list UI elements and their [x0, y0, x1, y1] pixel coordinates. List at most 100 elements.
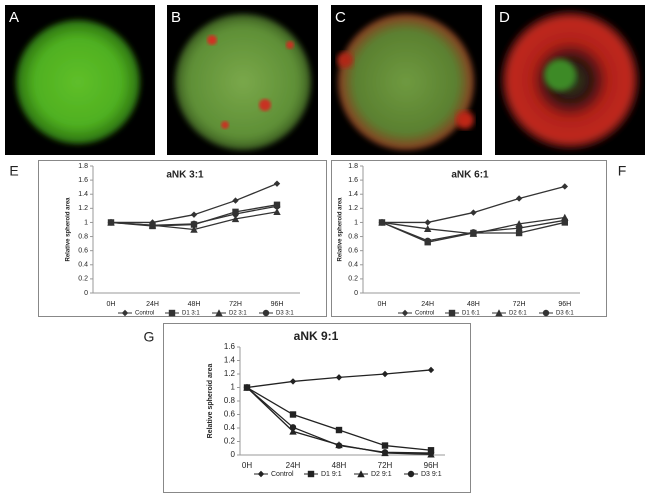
legend-marker: [448, 309, 456, 317]
legend-label: D1 9:1: [321, 471, 342, 478]
legend-marker: [357, 470, 365, 478]
marker: [289, 411, 297, 418]
marker: [470, 209, 477, 216]
y-tick-label: 1.6: [78, 177, 88, 184]
marker: [561, 183, 568, 190]
legend-label: Control: [415, 311, 434, 317]
x-tick-label: 24H: [286, 461, 301, 470]
y-tick-label: 0: [354, 290, 358, 297]
cell: [259, 99, 271, 111]
series-line: [246, 386, 432, 451]
x-tick-label: 96H: [558, 301, 571, 308]
legend-label: Control: [271, 471, 294, 478]
y-tick-label: 1: [354, 219, 358, 226]
cell: [337, 52, 353, 68]
micrographs: [5, 5, 645, 155]
marker: [381, 449, 389, 456]
y-tick-label: 1.6: [224, 342, 236, 351]
marker: [190, 225, 198, 233]
marker: [232, 197, 239, 204]
marker: [289, 427, 297, 435]
y-tick-label: 1.4: [78, 191, 88, 198]
panel-label: D: [499, 9, 510, 26]
legend-marker: [495, 309, 503, 317]
marker: [424, 225, 432, 232]
y-axis-label: Relative spheroid area: [207, 364, 214, 439]
legend-label: D1 3:1: [182, 311, 200, 317]
marker: [424, 219, 431, 226]
y-tick-label: 1: [84, 219, 88, 226]
marker: [273, 180, 281, 187]
legend-marker: [542, 309, 550, 317]
marker: [335, 374, 343, 381]
x-tick-label: 72H: [229, 301, 242, 308]
frame-g: [163, 323, 471, 493]
chart-frames: [38, 160, 607, 493]
marker: [289, 424, 297, 431]
marker: [427, 449, 435, 457]
marker: [515, 220, 523, 228]
spheroid: [16, 20, 140, 144]
cell: [456, 111, 474, 129]
legend-marker: [407, 470, 415, 478]
y-tick-label: 1.4: [224, 356, 236, 365]
y-tick-label: 0.2: [78, 276, 88, 283]
y-axis-label: Relative spheroid area: [338, 197, 344, 262]
marker: [470, 229, 477, 236]
marker: [515, 195, 523, 202]
y-tick-label: 0.8: [224, 396, 236, 405]
x-tick-label: 96H: [271, 301, 284, 308]
panel-label: F: [618, 163, 627, 179]
y-tick-label: 0.8: [78, 233, 88, 240]
y-axis-label: Relative spheroid area: [66, 197, 72, 262]
y-tick-label: 0.2: [224, 437, 236, 446]
marker: [243, 384, 251, 391]
y-tick-label: 1.2: [348, 205, 358, 212]
x-tick-label: 48H: [188, 301, 201, 308]
y-tick-label: 1: [231, 383, 236, 392]
chart-title: aNK 6:1: [451, 170, 489, 181]
x-tick-label: 24H: [421, 301, 434, 308]
panel-label: C: [335, 9, 346, 26]
y-tick-label: 1.4: [348, 191, 358, 198]
y-tick-label: 0.4: [224, 423, 236, 432]
x-tick-label: 48H: [467, 301, 480, 308]
y-tick-label: 1.2: [78, 205, 88, 212]
chart-title: aNK 9:1: [294, 329, 339, 343]
marker: [232, 210, 239, 218]
marker: [515, 229, 523, 237]
y-tick-label: 0: [84, 290, 88, 297]
x-tick-label: 96H: [424, 461, 439, 470]
marker: [561, 217, 568, 224]
marker: [335, 426, 343, 434]
legend-label: D1 6:1: [462, 311, 480, 317]
x-tick-label: 0H: [378, 301, 387, 308]
x-tick-label: 72H: [378, 461, 393, 470]
legend-label: D3 6:1: [556, 311, 574, 317]
y-tick-label: 1.8: [348, 163, 358, 170]
x-tick-label: 72H: [513, 301, 526, 308]
panel-label: G: [144, 329, 155, 345]
cell: [221, 121, 229, 129]
y-tick-label: 0: [231, 450, 236, 459]
spheroid: [175, 14, 311, 150]
frame-e: [38, 160, 327, 317]
marker: [273, 208, 281, 216]
marker: [231, 215, 240, 223]
y-tick-label: 0.8: [348, 233, 358, 240]
y-tick-label: 1.8: [78, 163, 88, 170]
core: [544, 59, 576, 91]
legend-marker: [401, 309, 409, 317]
marker: [381, 442, 389, 449]
legend-marker: [215, 309, 223, 317]
legend-label: D3 9:1: [421, 471, 442, 478]
spheroid: [338, 14, 474, 150]
x-tick-label: 48H: [332, 461, 347, 470]
y-tick-label: 0.2: [348, 276, 358, 283]
marker: [149, 222, 156, 229]
x-tick-label: 24H: [146, 301, 159, 308]
legend-label: D2 3:1: [229, 311, 247, 317]
marker: [289, 378, 297, 385]
marker: [427, 366, 435, 374]
